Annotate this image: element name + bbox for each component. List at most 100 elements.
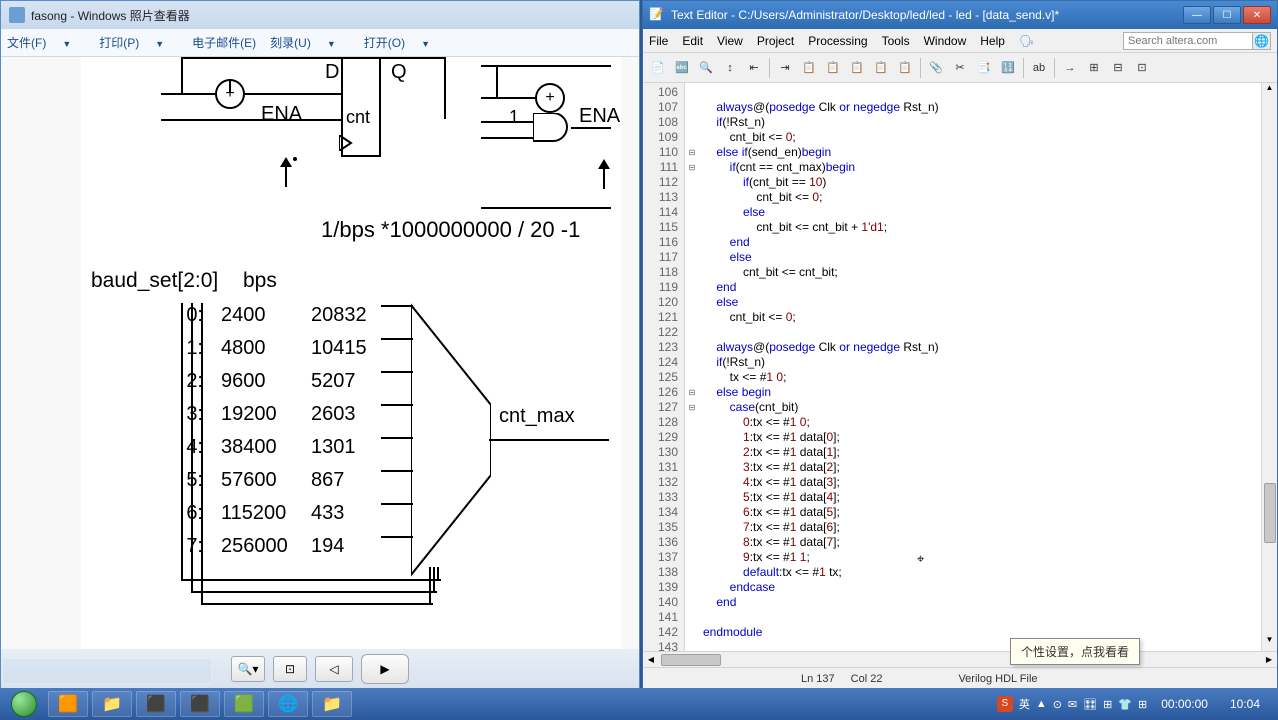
search-input[interactable] <box>1123 32 1253 50</box>
taskbar: 🟧📁⬛⬛🟩🌐📁 S 英 ▲ ⊙ ✉ 🎛 ⊞ 👕 ⊞ 00:00:00 10:04 <box>0 688 1278 720</box>
tray-icon[interactable]: 🎛 <box>1083 698 1097 711</box>
tooltip-popup: 个性设置，点我看看 <box>1010 638 1140 665</box>
diagram-image: + D Q cnt ENA + 1 ENA <box>81 57 621 657</box>
cnt-max-label: cnt_max <box>499 405 575 428</box>
baud-row: 2:96005207 <box>91 365 381 398</box>
tray-date[interactable]: 00:00:00 <box>1153 697 1216 711</box>
taskbar-pinned: 🟧📁⬛⬛🟩🌐📁 <box>48 691 352 717</box>
menu-file[interactable]: File <box>649 34 668 48</box>
baud-table: baud_set[2:0] bps 0:2400208321:480010415… <box>91 269 381 563</box>
menu-view[interactable]: View <box>717 34 743 48</box>
tray-icon[interactable]: ⊞ <box>1138 698 1147 711</box>
toolbar-button[interactable]: ⊞ <box>1083 57 1105 79</box>
adder-2: + <box>535 83 565 113</box>
toolbar-button[interactable]: 🔍 <box>695 57 717 79</box>
toolbar-button[interactable]: 📋 <box>846 57 868 79</box>
toolbar-button[interactable]: ✂ <box>949 57 971 79</box>
toolbar-button[interactable]: → <box>1059 57 1081 79</box>
text-editor-title: Text Editor - C:/Users/Administrator/Des… <box>671 8 1059 22</box>
baud-row: 3:192002603 <box>91 398 381 431</box>
status-filetype: Verilog HDL File <box>958 673 1037 685</box>
clock[interactable]: 10:04 <box>1222 697 1268 711</box>
menu-burn[interactable]: 刻录(U)▼ <box>270 34 350 51</box>
text-editor-menubar: File Edit View Project Processing Tools … <box>643 29 1277 53</box>
toolbar-button[interactable]: 📋 <box>822 57 844 79</box>
hscrollbar-thumb[interactable] <box>661 654 721 666</box>
taskbar-item[interactable]: 🟧 <box>48 691 88 717</box>
toolbar-button[interactable]: 📄 <box>647 57 669 79</box>
app-icon <box>9 7 25 23</box>
status-bar: Ln 137 Col 22 Verilog HDL File <box>643 667 1277 689</box>
status-line: Ln 137 <box>801 673 835 685</box>
toolbar-button[interactable]: ⇤ <box>743 57 765 79</box>
prev-button[interactable]: ◁ <box>315 656 353 682</box>
toolbar-button[interactable]: 🔢 <box>997 57 1019 79</box>
tray-icon[interactable]: ⊞ <box>1103 698 1112 711</box>
taskbar-item[interactable]: 📁 <box>92 691 132 717</box>
text-editor-window: 📝 Text Editor - C:/Users/Administrator/D… <box>642 0 1278 690</box>
menu-email[interactable]: 电子邮件(E) <box>192 34 256 51</box>
baud-row: 0:240020832 <box>91 299 381 332</box>
toolbar-button[interactable]: ⊟ <box>1107 57 1129 79</box>
menu-tools[interactable]: Tools <box>882 34 910 48</box>
taskbar-item[interactable]: 📁 <box>312 691 352 717</box>
toolbar-button[interactable]: 📑 <box>973 57 995 79</box>
toolbar-button[interactable]: ⊡ <box>1131 57 1153 79</box>
photo-viewer-menubar: 文件(F)▼ 打印(P)▼ 电子邮件(E) 刻录(U)▼ 打开(O)▼ <box>1 29 639 57</box>
fold-gutter[interactable]: ⊟⊟⊟⊟ <box>685 83 699 651</box>
menu-processing[interactable]: Processing <box>808 34 867 48</box>
toolbar-button[interactable]: 📎 <box>925 57 947 79</box>
baud-row: 1:480010415 <box>91 332 381 365</box>
menu-file[interactable]: 文件(F)▼ <box>7 34 85 51</box>
play-button[interactable]: ▶ <box>361 654 409 684</box>
toolbar-button[interactable]: ↕ <box>719 57 741 79</box>
ime-label[interactable]: 英 <box>1019 696 1030 712</box>
toolbar-button[interactable]: ab <box>1028 57 1050 79</box>
toolbar-button[interactable]: 📋 <box>894 57 916 79</box>
tray-icon[interactable]: ✉ <box>1068 698 1077 711</box>
toolbar-button[interactable]: ⇥ <box>774 57 796 79</box>
text-editor-toolbar: 📄🔤🔍↕⇤⇥📋📋📋📋📋📎✂📑🔢ab→⊞⊟⊡ <box>643 53 1277 83</box>
toolbar-button[interactable]: 🔤 <box>671 57 693 79</box>
text-editor-titlebar[interactable]: 📝 Text Editor - C:/Users/Administrator/D… <box>643 1 1277 29</box>
system-tray: S 英 ▲ ⊙ ✉ 🎛 ⊞ 👕 ⊞ 00:00:00 10:04 <box>997 696 1274 712</box>
status-col: Col 22 <box>851 673 883 685</box>
taskbar-item[interactable]: 🌐 <box>268 691 308 717</box>
photo-viewer-titlebar[interactable]: fasong - Windows 照片查看器 <box>1 1 639 29</box>
scrollbar-thumb[interactable] <box>1264 483 1276 543</box>
minimize-button[interactable]: — <box>1183 6 1211 24</box>
menu-window[interactable]: Window <box>924 34 967 48</box>
formula-text: 1/bps *1000000000 / 20 -1 <box>321 217 580 243</box>
close-button[interactable]: ✕ <box>1243 6 1271 24</box>
photo-viewer-window: fasong - Windows 照片查看器 文件(F)▼ 打印(P)▼ 电子邮… <box>0 0 640 690</box>
text-cursor-icon: ⌖ <box>917 551 924 566</box>
zoom-button[interactable]: 🔍▾ <box>231 656 265 682</box>
menu-edit[interactable]: Edit <box>682 34 703 48</box>
code-source[interactable]: always@(posedge Clk or negedge Rst_n) if… <box>699 83 1277 651</box>
fit-button[interactable]: ⊡ <box>273 656 307 682</box>
taskbar-item[interactable]: 🟩 <box>224 691 264 717</box>
search-globe-icon[interactable]: 🌐 <box>1253 32 1271 50</box>
menu-help[interactable]: Help <box>980 34 1005 48</box>
menu-open[interactable]: 打开(O)▼ <box>364 34 444 51</box>
baud-row: 7:256000194 <box>91 530 381 563</box>
toolbar-button[interactable]: 📋 <box>798 57 820 79</box>
menu-print[interactable]: 打印(P)▼ <box>99 34 178 51</box>
tray-more-icon[interactable]: ▲ <box>1036 698 1047 710</box>
baud-row: 6:115200433 <box>91 497 381 530</box>
menu-project[interactable]: Project <box>757 34 794 48</box>
ime-icon[interactable]: S <box>997 696 1013 712</box>
tray-icon[interactable]: 👕 <box>1118 698 1132 711</box>
horizontal-scrollbar[interactable]: ◀ ▶ <box>643 651 1277 667</box>
taskbar-item[interactable]: ⬛ <box>180 691 220 717</box>
taskbar-item[interactable]: ⬛ <box>136 691 176 717</box>
start-button[interactable] <box>4 690 44 718</box>
minimized-preview[interactable] <box>2 658 212 684</box>
menu-help-icon[interactable]: 🗣 <box>1019 34 1034 48</box>
maximize-button[interactable]: ☐ <box>1213 6 1241 24</box>
toolbar-button[interactable]: 📋 <box>870 57 892 79</box>
code-area[interactable]: 1061071081091101111121131141151161171181… <box>643 83 1277 651</box>
mux-shape <box>411 275 491 595</box>
vertical-scrollbar[interactable]: ▲ ▼ <box>1261 83 1277 651</box>
tray-icon[interactable]: ⊙ <box>1053 698 1062 711</box>
